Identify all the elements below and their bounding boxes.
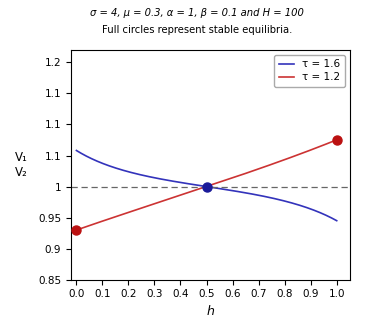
X-axis label: h: h bbox=[207, 305, 214, 318]
τ = 1.6 bbox=[328, 215, 333, 219]
Line: τ = 1.2: τ = 1.2 bbox=[76, 140, 337, 230]
τ = 1.2 bbox=[215, 181, 219, 185]
τ = 1.2 bbox=[334, 138, 339, 142]
τ = 1.6 bbox=[199, 184, 204, 188]
Text: σ = 4, μ = 0.3, α = 1, β = 0.1 and H = 100: σ = 4, μ = 0.3, α = 1, β = 0.1 and H = 1… bbox=[90, 8, 304, 18]
τ = 1.6 bbox=[198, 183, 202, 187]
Line: τ = 1.6: τ = 1.6 bbox=[76, 151, 337, 221]
τ = 1.2 bbox=[199, 186, 204, 190]
τ = 1.6 bbox=[229, 188, 234, 192]
τ = 1.6 bbox=[334, 219, 339, 223]
τ = 1.6 bbox=[288, 200, 292, 204]
τ = 1.6 bbox=[74, 149, 78, 153]
Legend: τ = 1.6, τ = 1.2: τ = 1.6, τ = 1.2 bbox=[274, 55, 345, 87]
τ = 1.2 bbox=[198, 187, 202, 191]
Text: Full circles represent stable equilibria.: Full circles represent stable equilibria… bbox=[102, 25, 292, 35]
τ = 1.6 bbox=[215, 186, 219, 190]
Y-axis label: V₁
V₂: V₁ V₂ bbox=[15, 151, 28, 179]
τ = 1.2 bbox=[288, 156, 292, 160]
τ = 1.2 bbox=[328, 140, 333, 144]
τ = 1.2 bbox=[74, 228, 78, 232]
τ = 1.2 bbox=[229, 176, 234, 180]
